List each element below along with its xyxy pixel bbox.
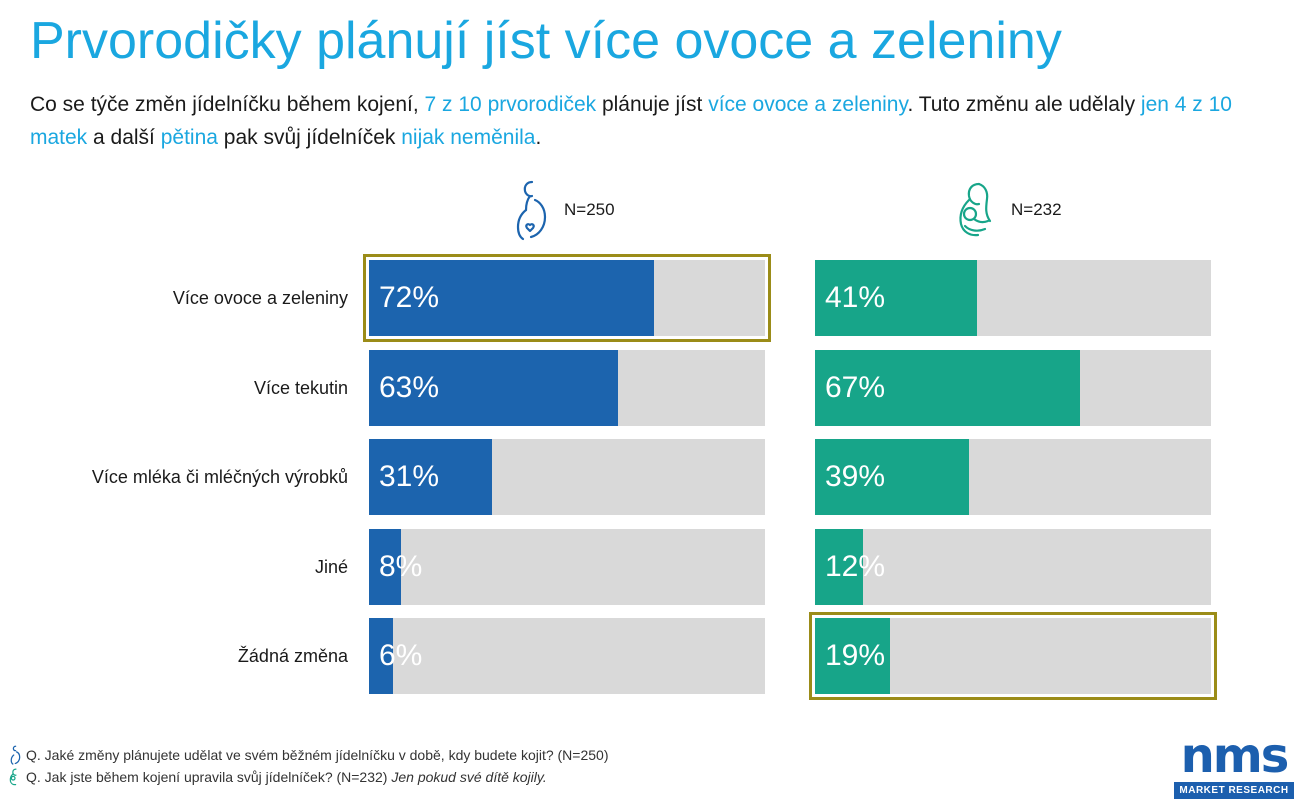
subtitle-highlight: pětina [160, 126, 218, 149]
bar-track: 12% [815, 528, 1211, 605]
bar [815, 439, 970, 515]
subtitle-text: a další [87, 126, 161, 149]
data-label: 63% [379, 370, 440, 404]
bar-track: 39% [815, 439, 1211, 515]
subtitle-text: . [535, 126, 542, 149]
data-label: 8% [379, 549, 423, 583]
sample-size-pregnant: N=250 [564, 200, 615, 219]
bar [369, 439, 492, 515]
data-label: 41% [825, 281, 886, 314]
subtitle-highlight: více ovoce a zeleniny [708, 93, 908, 116]
data-label: 39% [825, 460, 886, 493]
category-label: Více mléka či mléčných výrobků [91, 467, 348, 487]
bar [369, 528, 401, 605]
category-label: Více tekutin [253, 377, 348, 398]
footnote-note: Jen pokud své dítě kojily. [391, 769, 547, 785]
footnote-question-1: Q. Jaké změny plánujete udělat ve svém b… [8, 745, 1108, 765]
subtitle-highlight: nijak neměnila [401, 126, 536, 149]
bar-track: 6% [369, 618, 765, 694]
data-label: 72% [379, 281, 440, 314]
page-title: Prvorodičky plánují jíst více ovoce a ze… [30, 12, 1062, 70]
bar-track: 8% [369, 528, 765, 605]
subtitle-text: plánuje jíst [596, 93, 709, 116]
pregnant-woman-icon [10, 745, 21, 765]
panel-header-pregnant: N=250 [508, 178, 615, 242]
bar-track: 31% [369, 439, 765, 515]
category-label: Žádná změna [237, 646, 348, 666]
breastfeeding-mother-icon [959, 182, 992, 237]
sample-size-mothers: N=232 [1011, 200, 1062, 219]
footnote-question-2: Q. Jak jste během kojení upravila svůj j… [8, 767, 1108, 787]
company-logo: nms MARKET RESEARCH [1174, 732, 1294, 799]
bar-track: 72% [369, 260, 765, 336]
bar-track: 41% [815, 260, 1211, 336]
category-label: Více ovoce a zeleniny [172, 288, 348, 308]
bar-track: 67% [815, 349, 1211, 426]
footnote-text: Q. Jaké změny plánujete udělat ve svém b… [26, 747, 609, 763]
bar [369, 618, 393, 694]
bar [369, 349, 619, 426]
subtitle-text: pak svůj jídelníček [217, 126, 402, 149]
footnote-text: Q. Jak jste během kojení upravila svůj j… [26, 769, 392, 785]
data-label: 67% [825, 370, 886, 404]
subtitle-text: Co se týče změn jídelníčku během kojení, [30, 93, 425, 116]
logo-wordmark: nms [1180, 728, 1290, 784]
logo-tagline: MARKET RESEARCH [1174, 782, 1294, 799]
bar-track: 63% [369, 349, 765, 426]
data-label: 6% [379, 639, 423, 672]
bar [815, 260, 978, 336]
bar [815, 618, 891, 694]
subtitle-text: . Tuto změnu ale udělaly [907, 93, 1141, 116]
bar [815, 528, 863, 605]
highlight-frame [363, 254, 771, 342]
data-label: 19% [825, 639, 886, 672]
panel-header-mothers: N=232 [953, 178, 1062, 242]
subtitle: Co se týče změn jídelníčku během kojení,… [30, 88, 1280, 154]
bar [815, 349, 1081, 426]
pregnant-woman-icon [516, 180, 547, 241]
bar [369, 260, 655, 336]
bar-track: 19% [815, 618, 1211, 694]
category-label: Jiné [314, 556, 348, 577]
subtitle-highlight: jen 4 z 10 matek [30, 93, 1232, 149]
highlight-frame [809, 612, 1217, 700]
data-label: 12% [825, 549, 886, 583]
subtitle-highlight: 7 z 10 prvorodiček [424, 93, 597, 116]
data-label: 31% [379, 460, 440, 493]
breastfeeding-mother-icon [9, 768, 17, 786]
